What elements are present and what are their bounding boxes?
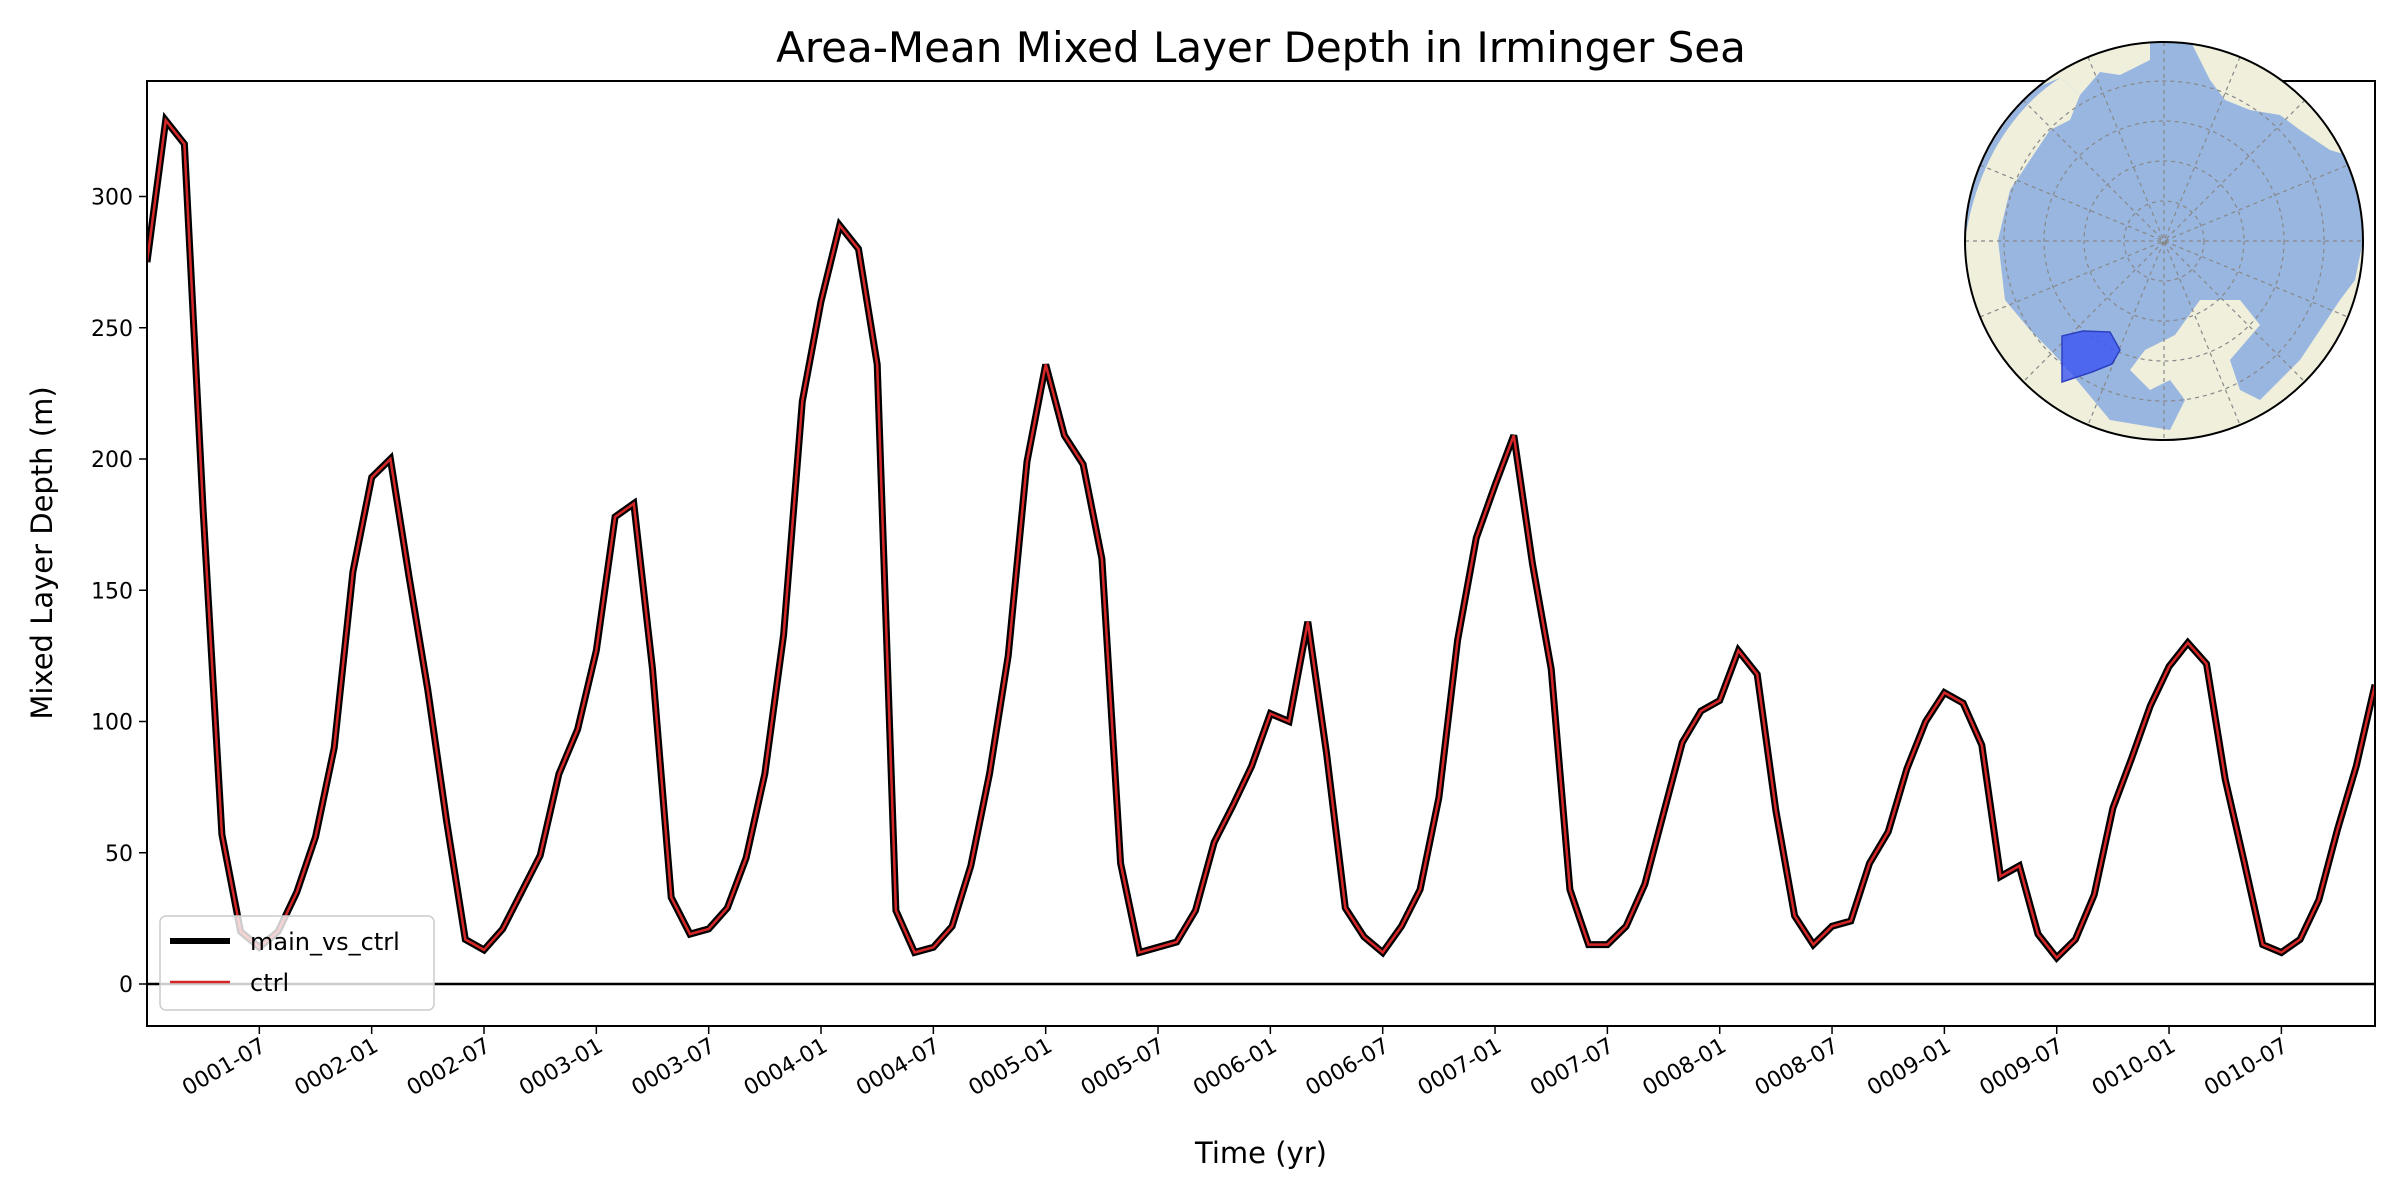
plot-frame (146, 80, 2376, 1027)
y-axis-ticks: 0 50 100 150 200 250 300 (91, 186, 147, 998)
map-border (1964, 41, 2364, 441)
map-sea-east (2255, 190, 2330, 250)
map-graticule (1965, 42, 2363, 440)
plot-area (147, 111, 2375, 964)
y-tick-label: 300 (91, 186, 133, 211)
legend: main_vs_ctrl ctrl (159, 915, 435, 1011)
y-tick-label: 50 (105, 842, 133, 867)
y-tick-label: 100 (91, 711, 133, 736)
y-tick-label: 200 (91, 448, 133, 473)
map-polar-sea (2090, 125, 2148, 205)
y-tick-label: 150 (91, 579, 133, 604)
y-axis-title: Mixed Layer Depth (m) (25, 386, 59, 719)
legend-label-main-vs-ctrl: main_vs_ctrl (250, 928, 400, 956)
series-line-ctrl (147, 117, 2375, 960)
y-tick-label: 0 (119, 973, 133, 998)
inset-polar-map (1964, 41, 2364, 441)
x-axis-title: Time (yr) (1194, 1136, 1327, 1170)
map-bay (2040, 225, 2085, 275)
map-arctic-ocean (2149, 136, 2241, 258)
legend-label-ctrl: ctrl (250, 969, 289, 997)
map-irminger-sea-region (2061, 330, 2121, 384)
chart-title: Area-Mean Mixed Layer Depth in Irminger … (776, 23, 1746, 72)
y-tick-label: 250 (91, 317, 133, 342)
